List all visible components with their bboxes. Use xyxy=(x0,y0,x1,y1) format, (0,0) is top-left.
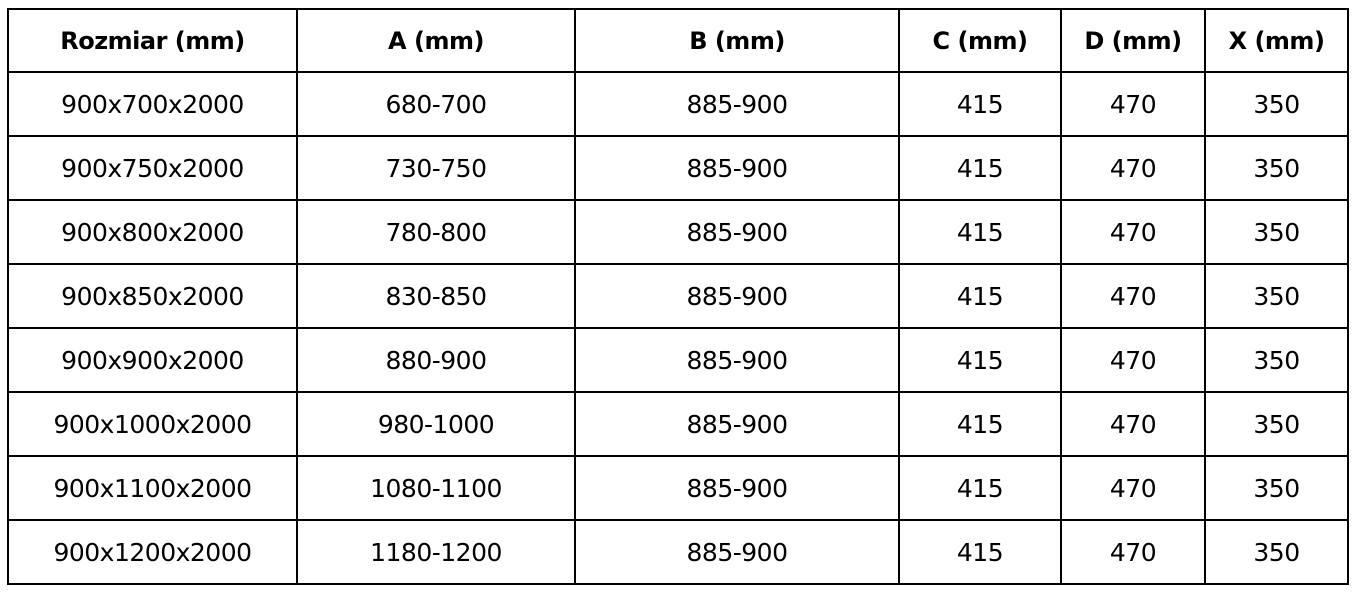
cell-size: 900x1100x2000 xyxy=(7,455,298,521)
cell-size: 900x850x2000 xyxy=(7,263,298,329)
cell-b: 885-900 xyxy=(574,199,900,265)
column-header-d: D (mm) xyxy=(1060,8,1206,73)
table-row: 900x1200x2000 1180-1200 885-900 415 470 350 xyxy=(7,519,1349,585)
cell-c: 415 xyxy=(898,199,1062,265)
cell-b: 885-900 xyxy=(574,455,900,521)
table-row: 900x1100x2000 1080-1100 885-900 415 470 350 xyxy=(7,455,1349,521)
cell-d: 470 xyxy=(1060,327,1206,393)
cell-x: 350 xyxy=(1204,519,1349,585)
cell-size: 900x800x2000 xyxy=(7,199,298,265)
cell-x: 350 xyxy=(1204,263,1349,329)
cell-x: 350 xyxy=(1204,391,1349,457)
cell-size: 900x700x2000 xyxy=(7,71,298,137)
cell-b: 885-900 xyxy=(574,71,900,137)
table-row: 900x750x2000 730-750 885-900 415 470 350 xyxy=(7,135,1349,201)
cell-d: 470 xyxy=(1060,455,1206,521)
cell-x: 350 xyxy=(1204,135,1349,201)
table-row: 900x700x2000 680-700 885-900 415 470 350 xyxy=(7,71,1349,137)
cell-c: 415 xyxy=(898,135,1062,201)
cell-x: 350 xyxy=(1204,71,1349,137)
column-header-x: X (mm) xyxy=(1204,8,1349,73)
table-row: 900x900x2000 880-900 885-900 415 470 350 xyxy=(7,327,1349,393)
cell-size: 900x750x2000 xyxy=(7,135,298,201)
cell-c: 415 xyxy=(898,391,1062,457)
column-header-size: Rozmiar (mm) xyxy=(7,8,298,73)
cell-size: 900x1000x2000 xyxy=(7,391,298,457)
cell-a: 680-700 xyxy=(296,71,576,137)
column-header-c: C (mm) xyxy=(898,8,1062,73)
cell-a: 780-800 xyxy=(296,199,576,265)
cell-d: 470 xyxy=(1060,71,1206,137)
table-row: 900x850x2000 830-850 885-900 415 470 350 xyxy=(7,263,1349,329)
cell-x: 350 xyxy=(1204,327,1349,393)
cell-size: 900x1200x2000 xyxy=(7,519,298,585)
cell-b: 885-900 xyxy=(574,519,900,585)
cell-a: 1180-1200 xyxy=(296,519,576,585)
cell-d: 470 xyxy=(1060,391,1206,457)
cell-a: 980-1000 xyxy=(296,391,576,457)
dimensions-table: Rozmiar (mm) A (mm) B (mm) C (mm) D (mm) X (m… xyxy=(7,8,1349,585)
column-header-a: A (mm) xyxy=(296,8,576,73)
cell-d: 470 xyxy=(1060,199,1206,265)
cell-d: 470 xyxy=(1060,263,1206,329)
cell-b: 885-900 xyxy=(574,327,900,393)
cell-c: 415 xyxy=(898,455,1062,521)
cell-c: 415 xyxy=(898,519,1062,585)
cell-a: 880-900 xyxy=(296,327,576,393)
cell-c: 415 xyxy=(898,327,1062,393)
table-row: 900x1000x2000 980-1000 885-900 415 470 350 xyxy=(7,391,1349,457)
cell-size: 900x900x2000 xyxy=(7,327,298,393)
cell-b: 885-900 xyxy=(574,391,900,457)
cell-x: 350 xyxy=(1204,199,1349,265)
cell-c: 415 xyxy=(898,71,1062,137)
column-header-b: B (mm) xyxy=(574,8,900,73)
cell-b: 885-900 xyxy=(574,263,900,329)
cell-a: 730-750 xyxy=(296,135,576,201)
cell-b: 885-900 xyxy=(574,135,900,201)
cell-x: 350 xyxy=(1204,455,1349,521)
cell-a: 1080-1100 xyxy=(296,455,576,521)
cell-d: 470 xyxy=(1060,519,1206,585)
cell-a: 830-850 xyxy=(296,263,576,329)
table-row: 900x800x2000 780-800 885-900 415 470 350 xyxy=(7,199,1349,265)
cell-d: 470 xyxy=(1060,135,1206,201)
header-row: Rozmiar (mm) A (mm) B (mm) C (mm) D (mm) X (m… xyxy=(7,8,1349,73)
cell-c: 415 xyxy=(898,263,1062,329)
